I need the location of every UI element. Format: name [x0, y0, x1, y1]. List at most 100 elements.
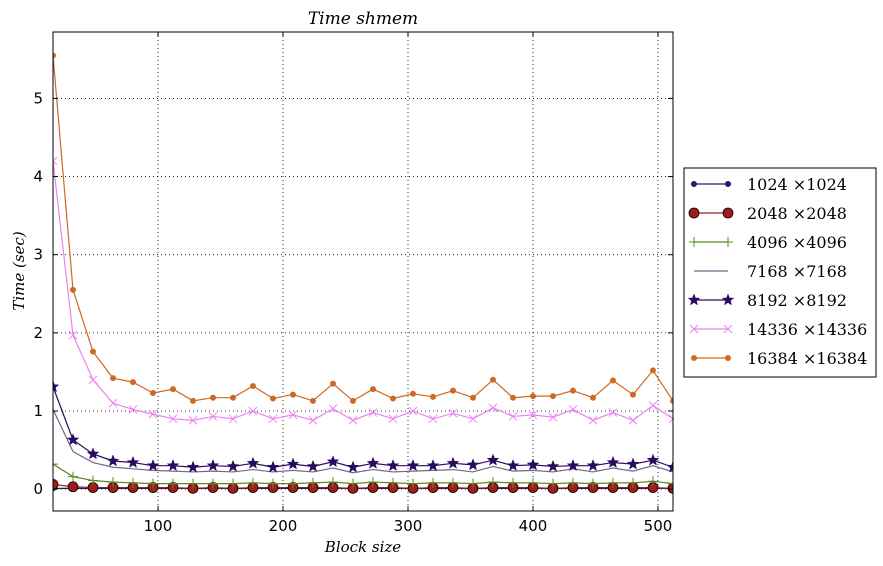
series-5 [53, 380, 673, 473]
data-point [206, 458, 220, 472]
data-point [588, 478, 598, 489]
data-point [490, 376, 496, 383]
data-point [188, 416, 198, 425]
data-point [630, 391, 636, 398]
data-point [368, 477, 378, 488]
data-point [670, 397, 673, 404]
data-point [328, 477, 338, 488]
data-point [468, 478, 478, 489]
data-point [528, 410, 538, 420]
data-point [668, 478, 673, 489]
data-point [170, 386, 176, 393]
data-point [468, 414, 478, 424]
data-point [406, 458, 420, 472]
data-point [210, 394, 216, 401]
data-point [510, 394, 516, 401]
y-axis-label: Time (sec) [10, 231, 28, 310]
data-point [608, 477, 618, 488]
legend-marker [689, 237, 699, 247]
data-point [370, 386, 376, 393]
data-point [208, 412, 218, 421]
data-point [426, 458, 440, 472]
data-point [628, 477, 638, 488]
data-point [666, 460, 673, 473]
legend: 1024 ×1024 2048 ×2048 4096 ×4096 7168 ×7168… [683, 167, 877, 378]
data-point [568, 477, 578, 488]
data-point [546, 459, 560, 472]
data-point [230, 394, 236, 401]
legend-marker [688, 207, 700, 219]
data-point [308, 416, 318, 425]
data-point [626, 457, 640, 470]
data-point [530, 393, 536, 400]
data-point [67, 481, 79, 493]
legend-marker [723, 324, 733, 334]
data-point [346, 460, 360, 473]
data-point [548, 478, 558, 489]
series-line [53, 55, 673, 402]
data-point [268, 478, 278, 489]
legend-marker [725, 355, 731, 361]
data-point [508, 477, 518, 488]
data-point [90, 348, 96, 355]
data-point [326, 455, 340, 468]
plot-frame [52, 31, 674, 512]
data-point [70, 286, 76, 293]
data-point [53, 459, 58, 470]
series-line [53, 160, 673, 422]
data-point [286, 457, 300, 470]
data-point [366, 456, 380, 469]
series-3 [53, 459, 673, 489]
data-point [68, 471, 78, 482]
data-point [488, 403, 498, 413]
data-point [528, 477, 538, 488]
data-point [226, 459, 240, 472]
data-point [53, 479, 59, 490]
legend-label: 16384 ×16384 [747, 349, 867, 368]
data-point [667, 482, 673, 494]
series-7 [53, 52, 673, 404]
data-point [250, 382, 256, 389]
data-point [148, 409, 158, 419]
data-point [430, 393, 436, 400]
data-point [588, 416, 598, 425]
data-point [290, 391, 296, 398]
data-point [650, 367, 656, 374]
data-point [168, 414, 178, 424]
data-point [266, 460, 280, 473]
legend-label: 4096 ×4096 [747, 233, 847, 252]
data-point [128, 405, 138, 414]
legend-item: 4096 ×4096 [689, 233, 847, 252]
data-point [53, 156, 58, 166]
legend-label: 14336 ×14336 [747, 320, 867, 339]
data-point [488, 477, 498, 488]
data-point [408, 478, 418, 489]
data-point [146, 458, 160, 472]
data-point [66, 433, 80, 446]
data-point [88, 375, 98, 385]
x-axis-label: Block size [324, 538, 402, 556]
data-point [110, 375, 116, 382]
data-point [186, 460, 200, 473]
data-point [466, 458, 480, 471]
data-point [188, 478, 198, 489]
data-point [348, 416, 358, 425]
data-point [550, 393, 556, 400]
data-point [108, 398, 118, 408]
x-tick-label: 400 [519, 517, 548, 535]
legend-marker [721, 293, 735, 306]
y-tick-label: 4 [33, 168, 43, 186]
data-point [368, 408, 378, 417]
data-point [308, 477, 318, 488]
x-tick-label: 300 [394, 517, 423, 535]
data-point [208, 478, 218, 489]
legend-marker [723, 237, 733, 247]
data-point [128, 477, 138, 488]
y-tick-label: 2 [33, 324, 43, 342]
data-point [450, 387, 456, 394]
data-point [390, 395, 396, 402]
data-point [288, 410, 298, 420]
data-point [168, 478, 178, 489]
data-point [130, 379, 136, 386]
